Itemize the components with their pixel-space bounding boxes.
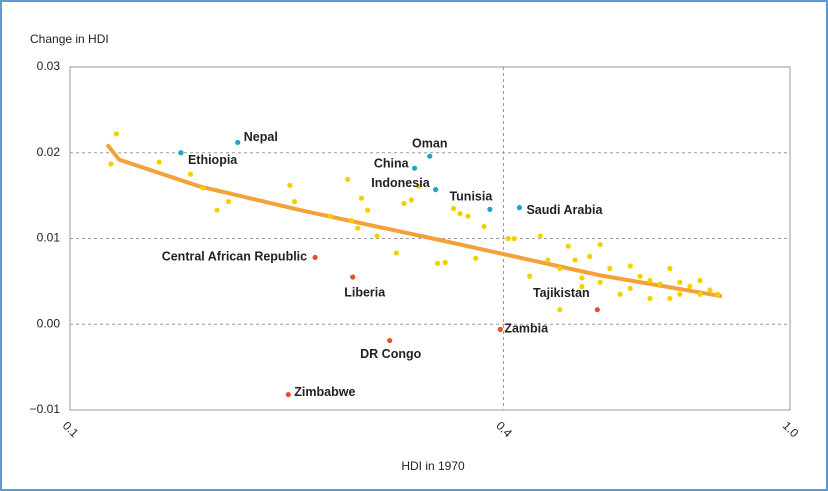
point [214, 207, 220, 213]
point [565, 243, 571, 249]
point [156, 159, 162, 165]
point [545, 257, 551, 263]
point-label: Zimbabwe [294, 385, 355, 399]
x-tick-label: 1.0 [780, 419, 802, 441]
point [617, 291, 623, 297]
y-tick-label: 0.01 [37, 231, 61, 245]
point [348, 217, 355, 224]
point-label: Central African Republic [162, 250, 307, 264]
point [647, 295, 653, 302]
point [457, 211, 463, 217]
y-tick-label: −0.01 [30, 402, 61, 416]
point [587, 253, 593, 260]
point [487, 206, 493, 212]
point [707, 287, 713, 293]
point [537, 233, 543, 239]
point [108, 161, 114, 167]
point [677, 291, 683, 297]
point [697, 277, 703, 284]
point-label: Nepal [244, 130, 278, 144]
point [450, 205, 457, 212]
point [345, 176, 351, 182]
point-label: Tunisia [449, 190, 493, 204]
point [516, 205, 523, 211]
point [434, 260, 441, 266]
point-label: Liberia [344, 285, 386, 299]
x-tick-label: 0.1 [60, 419, 82, 441]
point [627, 285, 633, 291]
y-tick-label: 0.03 [37, 59, 61, 73]
point-label: Oman [412, 136, 447, 150]
point [178, 150, 184, 156]
point [113, 131, 120, 137]
point-label: Saudi Arabia [526, 203, 603, 217]
point [225, 199, 232, 205]
point [364, 207, 371, 213]
point [597, 279, 603, 285]
point [408, 197, 415, 203]
point [667, 265, 673, 272]
point [667, 295, 673, 302]
x-axis-label: HDI in 1970 [401, 459, 465, 473]
point [637, 273, 643, 279]
point [411, 165, 418, 171]
point [527, 273, 533, 279]
point [291, 199, 298, 205]
trend-line [106, 143, 723, 298]
y-tick-label: 0.02 [37, 145, 61, 159]
point [607, 265, 613, 272]
point [350, 274, 356, 280]
point [473, 255, 479, 261]
point [579, 283, 585, 290]
point [285, 391, 291, 398]
point-label: Tajikistan [533, 286, 590, 300]
point [481, 223, 487, 230]
point [401, 200, 407, 206]
point [393, 250, 399, 256]
point [312, 254, 318, 260]
point [433, 187, 439, 193]
point [677, 279, 683, 285]
point [597, 241, 603, 248]
point [465, 213, 471, 219]
point [647, 277, 653, 284]
point [427, 153, 433, 159]
point [657, 281, 663, 287]
point-label: DR Congo [360, 347, 421, 361]
point [687, 283, 693, 290]
point-label: Ethiopia [188, 153, 238, 167]
point-label: Indonesia [371, 176, 430, 190]
point [497, 326, 503, 332]
point [594, 307, 600, 313]
point [697, 291, 703, 297]
point [572, 257, 578, 263]
point [416, 183, 422, 189]
point [511, 235, 517, 242]
point [355, 225, 361, 231]
point [187, 171, 194, 177]
point [235, 139, 241, 146]
point-label: Zambia [504, 322, 549, 336]
point [374, 233, 380, 239]
y-axis-label: Change in HDI [30, 32, 109, 46]
point [442, 259, 448, 266]
point [627, 263, 633, 269]
point [579, 275, 585, 281]
x-tick-label: 0.4 [493, 419, 515, 441]
point [715, 291, 721, 297]
point [200, 185, 206, 191]
point-label: China [374, 156, 410, 170]
point [358, 195, 365, 201]
point [327, 213, 334, 219]
point [557, 307, 563, 313]
point [557, 265, 563, 272]
y-tick-label: 0.00 [37, 316, 61, 330]
point [387, 337, 393, 344]
point [287, 182, 293, 188]
point [505, 235, 511, 242]
